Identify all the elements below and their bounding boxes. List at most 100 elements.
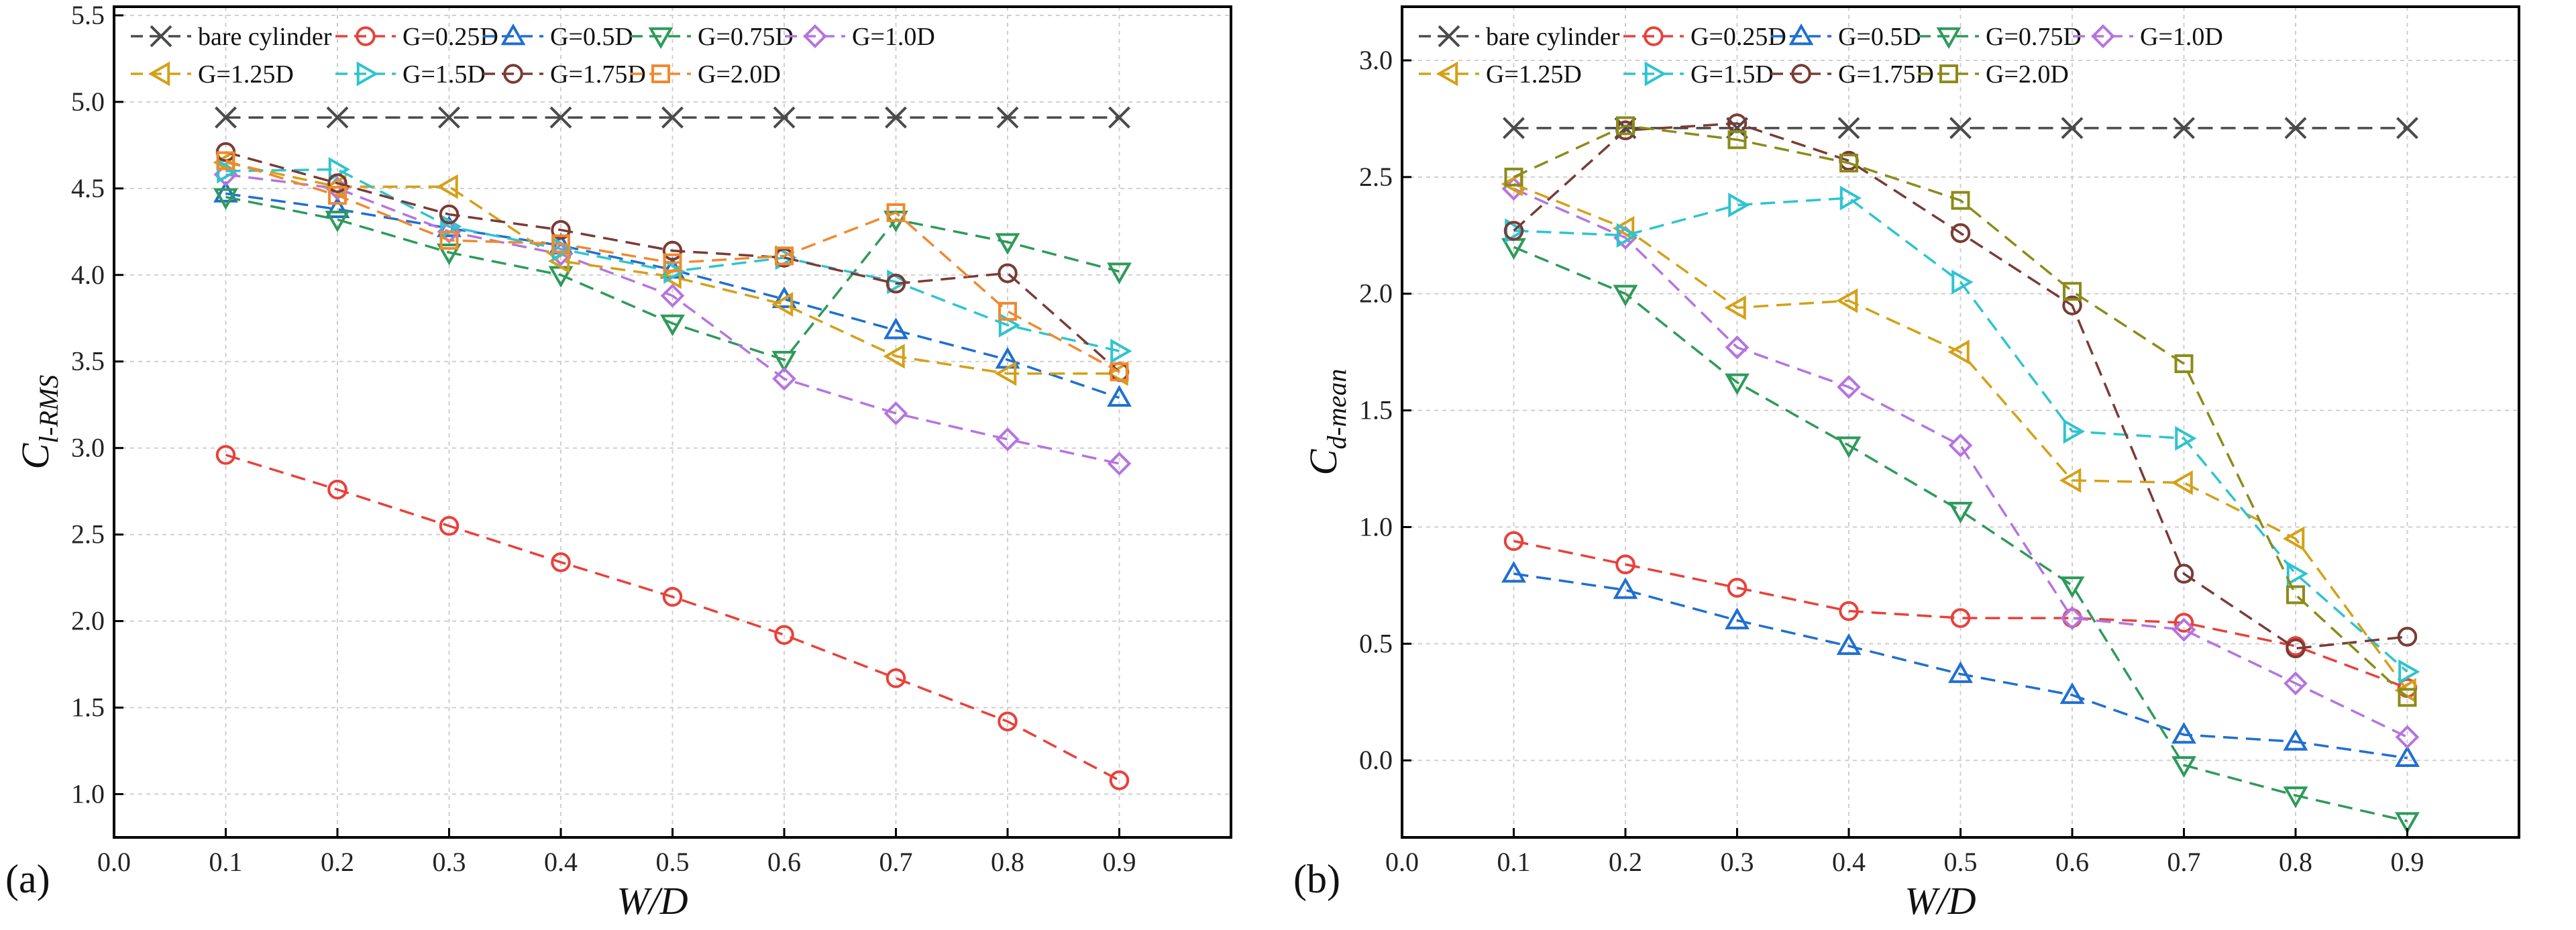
chart-b-legend-label: G=1.5D — [1690, 60, 1774, 89]
chart-a-legend-item-4: G=1.0D — [785, 23, 935, 51]
chart-b-point-4-5 — [2060, 606, 2084, 630]
chart-b-point-0-7 — [2284, 117, 2307, 140]
chart-a-xtick-label: 0.2 — [321, 847, 354, 877]
chart-a-point-2-0 — [213, 180, 238, 203]
chart-b-ytick-label: 1.0 — [1359, 511, 1393, 541]
chart-a-point-1-5 — [774, 625, 794, 645]
chart-b-ytick-label: 3.0 — [1359, 45, 1393, 75]
chart-b-point-6-4 — [1951, 269, 1974, 295]
chart-b-point-8-5 — [2063, 282, 2082, 301]
chart-a-point-8-5 — [775, 246, 794, 266]
chart-b-series-line-3 — [1513, 246, 2408, 823]
chart-b-ytick-label: 0.0 — [1359, 745, 1393, 775]
chart-b-xtick-label: 0.0 — [1385, 847, 1419, 877]
chart-a-legend-marker-0 — [150, 25, 172, 48]
chart-b-series-group — [1501, 113, 2420, 834]
chart-b-legend-marker-5 — [1436, 61, 1458, 87]
chart-b-point-3-7 — [2283, 786, 2308, 809]
chart-b-legend-label: G=0.75D — [1986, 23, 2082, 51]
chart-a-point-8-3 — [551, 234, 570, 254]
chart-a-legend-label: G=0.75D — [698, 23, 794, 51]
chart-a-xtick-label: 0.9 — [1103, 847, 1136, 877]
chart-b-panel-label: (b) — [1293, 857, 1340, 901]
chart-b-point-3-8 — [2395, 812, 2420, 834]
chart-a-panel-label: (a) — [5, 857, 50, 901]
chart-a-legend-label: G=1.5D — [402, 60, 486, 89]
chart-a-ytick-label: 1.0 — [71, 779, 105, 809]
chart-b-point-4-8 — [2395, 725, 2420, 750]
chart-a-ticks: 0.0 0.1 0.2 0.3 0.4 0.5 0.6 0.7 0.8 0.9 1.0 1.5 2.0 2… — [71, 0, 1136, 877]
chart-a-point-3-4 — [660, 314, 685, 337]
chart-b-legend: bare cylinder G=0.25D G=0.5D G=0.75D G=1.0D G… — [1419, 23, 2223, 89]
chart-a-point-2-1 — [325, 196, 350, 219]
chart-b-legend-item-8: G=2.0D — [1919, 60, 2069, 89]
chart-a-legend-marker-6 — [356, 61, 379, 87]
chart-b-point-6-1 — [1616, 223, 1639, 248]
chart-a-point-5-2 — [436, 174, 458, 199]
chart-b-xtick-label: 0.9 — [2391, 847, 2424, 877]
chart-a-point-2-6 — [883, 317, 908, 340]
chart-b-legend-label: bare cylinder — [1486, 23, 1620, 51]
chart-a-xlabel: W/D — [616, 879, 688, 923]
chart-a-series-group — [213, 106, 1132, 790]
chart-a-point-5-6 — [883, 344, 905, 369]
chart-b-point-5-2 — [1724, 295, 1746, 321]
chart-a-xtick-label: 0.6 — [767, 847, 801, 877]
chart-b-legend-label: G=2.0D — [1986, 60, 2069, 89]
chart-b-point-5-3 — [1835, 288, 1858, 313]
chart-a-legend-item-5: G=1.25D — [131, 60, 294, 89]
chart-a-point-0-7 — [996, 106, 1019, 129]
chart-panel-b: 0.0 0.1 0.2 0.3 0.4 0.5 0.6 0.7 0.8 0.9 0.0 0.5 1.0 1… — [1288, 0, 2576, 930]
chart-b-xtick-label: 0.1 — [1497, 847, 1531, 877]
chart-b-point-2-6 — [2171, 721, 2196, 744]
chart-b-series-line-1 — [1513, 539, 2408, 690]
chart-a-legend-marker-3 — [648, 27, 674, 50]
chart-a-legend-label: G=0.5D — [550, 23, 633, 51]
chart-b-point-1-2 — [1727, 578, 1748, 598]
chart-b-ylabel: Cd-mean — [1301, 369, 1352, 476]
chart-a-grid — [114, 7, 1231, 837]
chart-a-point-1-4 — [662, 586, 683, 607]
chart-a-ytick-label: 2.5 — [71, 519, 105, 550]
chart-a-legend-label: G=1.25D — [198, 60, 294, 89]
chart-a-point-0-1 — [326, 106, 349, 129]
chart-a-svg: 0.0 0.1 0.2 0.3 0.4 0.5 0.6 0.7 0.8 0.9 1.0 1.5 2.0 2… — [5, 0, 1232, 923]
chart-b-point-4-4 — [1948, 433, 1973, 458]
chart-a-ytick-label: 5.0 — [71, 87, 105, 117]
chart-a-ytick-label: 3.0 — [71, 433, 105, 463]
chart-a-legend-marker-2 — [500, 23, 526, 46]
chart-b-point-6-6 — [2175, 425, 2197, 451]
chart-b-series-line-4 — [1513, 187, 2408, 739]
chart-a-xtick-label: 0.4 — [544, 847, 578, 877]
chart-b-point-3-5 — [2059, 576, 2085, 599]
chart-a-point-5-7 — [994, 361, 1017, 386]
chart-b-series-line-7 — [1513, 122, 2408, 650]
chart-b-legend-item-6: G=1.5D — [1623, 60, 1774, 89]
chart-a-point-8-2 — [439, 231, 459, 250]
chart-a-point-1-3 — [551, 552, 571, 572]
chart-a-point-2-5 — [771, 286, 797, 309]
chart-a-point-3-0 — [213, 188, 238, 210]
chart-a-ytick-label: 4.0 — [71, 260, 105, 290]
chart-b-point-5-7 — [2282, 526, 2305, 552]
chart-b-point-8-2 — [1727, 130, 1747, 150]
chart-b-legend-marker-6 — [1644, 61, 1667, 87]
chart-b-point-4-2 — [1725, 335, 1750, 360]
chart-a-xtick-label: 0.3 — [433, 847, 466, 877]
chart-a-ytick-label: 3.5 — [71, 346, 105, 376]
chart-a-point-1-8 — [1109, 770, 1130, 790]
chart-b-point-1-6 — [2174, 613, 2194, 633]
chart-b-point-2-8 — [2395, 745, 2420, 768]
chart-a-point-0-3 — [549, 106, 572, 129]
chart-a-point-3-8 — [1107, 262, 1132, 285]
chart-b-series-line-8 — [1513, 124, 2408, 699]
chart-a-xtick-label: 0.0 — [97, 847, 131, 877]
chart-a-point-5-5 — [771, 292, 794, 317]
chart-a-ytick-label: 5.5 — [71, 0, 105, 30]
chart-a-ylabel: Cl-RMS — [13, 375, 64, 470]
chart-a-series-line-1 — [225, 454, 1120, 782]
chart-a-point-0-5 — [773, 106, 796, 129]
chart-b-legend-item-2: G=0.5D — [1771, 23, 1921, 51]
chart-b-point-7-7 — [2286, 638, 2306, 659]
chart-a-point-0-6 — [885, 106, 907, 129]
